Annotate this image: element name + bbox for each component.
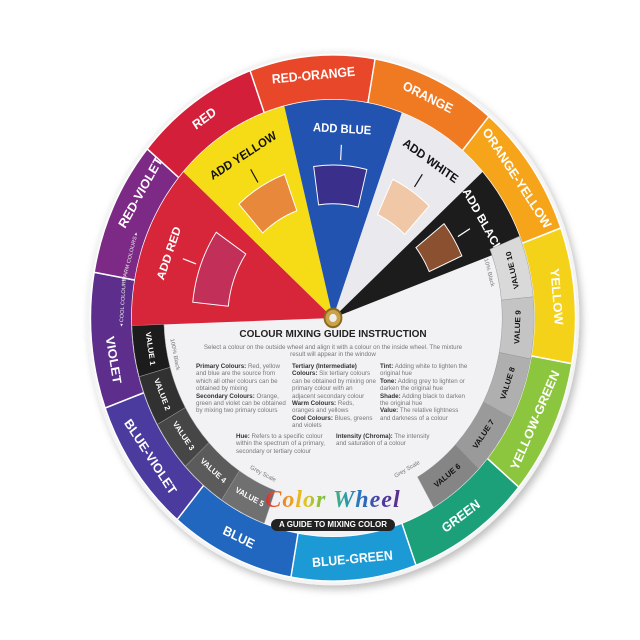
wedge-label-add-blue: ADD BLUE [313,121,372,138]
arrow-icon [414,173,423,188]
hue-heading: Hue: [236,433,250,440]
value-heading: Value: [380,407,399,415]
mix-window-add-yellow [238,173,298,234]
logo-tagline: A GUIDE TO MIXING COLOR [270,519,395,531]
cool-heading: Cool Colours: [292,414,333,422]
grey-swatch-10 [489,235,534,301]
value-label-9: VALUE 9 [513,309,523,344]
primary-heading: Primary Colours: [196,363,247,370]
warm-heading: Warm Colours: [292,400,337,408]
tone-heading: Tone: [380,377,397,385]
mix-window-add-red [192,231,247,307]
tertiary-paragraph: Tertiary (Intermediate) Colours: Six ter… [292,363,376,400]
grey-swatch-3 [157,407,210,467]
mix-window-add-black [415,223,463,273]
grey-swatch-8 [483,352,531,419]
cool-colours-note: ◂ COOL COLOURS [119,277,128,327]
wedge-add-blue[interactable] [284,99,402,318]
arrow-icon [250,169,259,183]
arrow-icon [457,228,471,238]
secondary-paragraph: Secondary Colours: Orange, green and vio… [196,393,288,415]
warm-paragraph: Warm Colours: Reds, oranges and yellows [292,400,376,415]
intensity-heading: Intensity (Chroma): [336,433,393,440]
grey-swatch-1 [131,324,171,378]
guide-column-1: Primary Colours: Red, yellow and blue ar… [196,363,288,415]
hue-label-blue-green: BLUE-GREEN [312,547,394,570]
primary-text: Red, yellow and blue are the source from… [196,363,280,393]
guide-column-2: Tertiary (Intermediate) Colours: Six ter… [292,363,376,430]
tertiary-heading: Tertiary (Intermediate) Colours: [292,363,357,378]
shade-text: Adding black to darken the original hue [380,392,465,408]
grey-swatch-4 [185,442,240,501]
logo-name: Color Wheel [265,487,401,513]
guide-intensity: Intensity (Chroma): The intensity and sa… [336,433,430,448]
hue-text: Refers to a specific colour within the s… [236,433,325,455]
hue-label-yellow: YELLOW [548,268,567,327]
guide-intro: Select a colour on the outside wheel and… [203,344,463,359]
tone-paragraph: Tone: Adding grey to lighten or darken t… [380,378,470,393]
mix-window-add-white [376,178,430,236]
shade-paragraph: Shade: Adding black to darken the origin… [380,393,470,408]
secondary-heading: Secondary Colours: [196,392,255,400]
grey-swatch-9 [498,296,535,360]
grey-swatch-6 [417,444,480,508]
tone-text: Adding grey to lighten or darken the ori… [380,377,465,393]
tint-text: Adding white to lighten the original hue [380,363,468,378]
arrow-icon [182,258,197,265]
value-paragraph: Value: The relative lightness and darkne… [380,407,470,422]
tint-paragraph: Tint: Adding white to lighten the origin… [380,363,470,378]
guide-title: COLOUR MIXING GUIDE INSTRUCTION [239,329,427,340]
cool-paragraph: Cool Colours: Blues, greens and violets [292,415,376,430]
secondary-text: Orange, green and violet can be obtained… [196,392,286,415]
tertiary-text: Six tertiary colours can be obtained by … [292,370,376,400]
guide-column-3: Tint: Adding white to lighten the origin… [380,363,470,422]
shade-heading: Shade: [380,392,401,400]
black-note: 100% Black [168,338,180,371]
intensity-text: The intensity and saturation of a colour [336,433,430,448]
guide-hue: Hue: Refers to a specific colour within … [236,433,330,455]
warm-text: Reds, oranges and yellows [292,400,355,415]
mix-window-add-blue [313,164,368,208]
rivet-hole [329,313,337,323]
tint-heading: Tint: [380,363,394,370]
primary-paragraph: Primary Colours: Red, yellow and blue ar… [196,363,288,393]
value-text: The relative lightness and darkness of a… [380,407,459,422]
grey-swatch-2 [138,367,186,425]
arrow-icon [340,144,342,161]
cool-text: Blues, greens and violets [292,414,373,430]
color-wheel-logo: Color Wheel A GUIDE TO MIXING COLOR [233,486,433,532]
grey-swatch-5 [221,470,276,524]
grey-swatch-7 [455,401,513,469]
